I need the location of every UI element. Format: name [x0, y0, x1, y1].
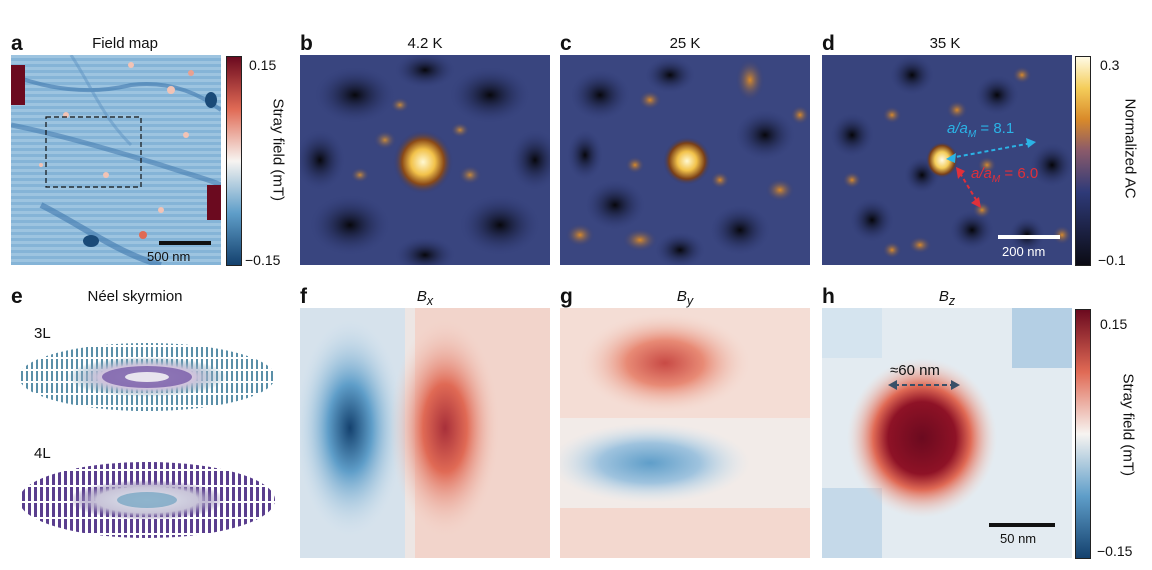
panel-title-bx: Bx	[400, 289, 450, 308]
skyrmion-4l-render	[15, 455, 280, 545]
field-map-scale-bar-label: 500 nm	[147, 249, 191, 264]
stray-field-bottom-min-tick: −0.15	[1097, 543, 1133, 559]
panel-label-h: h	[822, 285, 835, 308]
field-map-image	[11, 55, 221, 265]
skyrmion-3l-render	[15, 335, 280, 420]
bz-symbol: B	[938, 288, 949, 305]
by-symbol: B	[676, 288, 687, 305]
ratio-symbol-red: a/a	[971, 165, 992, 182]
panel-label-a: a	[11, 32, 23, 55]
by-sub: y	[686, 294, 694, 308]
bz-scale-bar-label: 50 nm	[1000, 531, 1037, 546]
layer-label-3l: 3L	[34, 325, 51, 342]
layer-label-4l: 4L	[34, 445, 51, 462]
lattice-ratio-annotation-cyan: a/aM = 8.1	[947, 120, 1015, 140]
bz-sub: z	[948, 294, 956, 308]
bx-sub: x	[426, 294, 434, 308]
lattice-ratio-annotation-red: a/aM = 6.0	[971, 165, 1039, 185]
bx-map	[300, 308, 550, 558]
by-map	[560, 308, 810, 558]
stray-field-top-label: Stray field (mT)	[269, 98, 287, 202]
bz-map	[822, 308, 1072, 558]
ac-scale-bar-label: 200 nm	[1002, 244, 1046, 259]
panel-title-by: By	[660, 289, 710, 308]
panel-label-g: g	[560, 285, 573, 308]
ratio-symbol-cyan: a/a	[947, 120, 968, 137]
panel-title-35k: 35 K	[929, 35, 961, 52]
ac-map-35k	[822, 55, 1072, 265]
ratio-sub-red: M	[991, 174, 1001, 185]
stray-field-bottom-label: Stray field (mT)	[1119, 373, 1137, 477]
ac-map-4k	[300, 55, 550, 265]
stray-field-bottom-max-tick: 0.15	[1100, 316, 1128, 332]
panel-label-f: f	[300, 285, 307, 308]
panel-label-d: d	[822, 32, 835, 55]
stray-field-top-max-tick: 0.15	[249, 57, 277, 73]
panel-title-bz: Bz	[922, 289, 972, 308]
panel-title-4k: 4.2 K	[407, 35, 443, 52]
ac-min-tick: −0.1	[1098, 252, 1126, 268]
bx-symbol: B	[416, 288, 427, 305]
stray-field-colorbar-bottom	[1075, 309, 1091, 559]
panel-title-neel-skyrmion: Néel skyrmion	[87, 288, 183, 305]
stray-field-top-min-tick: −0.15	[245, 252, 281, 268]
normalized-ac-label: Normalized AC	[1121, 98, 1139, 199]
panel-label-c: c	[560, 32, 572, 55]
panel-label-e: e	[11, 285, 23, 308]
field-map-svg	[11, 55, 221, 265]
normalized-ac-colorbar	[1075, 56, 1091, 266]
ac-map-25k	[560, 55, 810, 265]
ratio-sub-cyan: M	[967, 129, 977, 140]
ratio-value-cyan: 8.1	[993, 120, 1015, 137]
panel-title-25k: 25 K	[669, 35, 701, 52]
panel-title-field-map: Field map	[92, 35, 158, 52]
stray-field-colorbar-top	[226, 56, 242, 266]
ac-max-tick: 0.3	[1100, 57, 1120, 73]
skyrmion-size-annotation: ≈60 nm	[890, 362, 940, 379]
ratio-value-red: 6.0	[1017, 165, 1039, 182]
panel-label-b: b	[300, 32, 313, 55]
